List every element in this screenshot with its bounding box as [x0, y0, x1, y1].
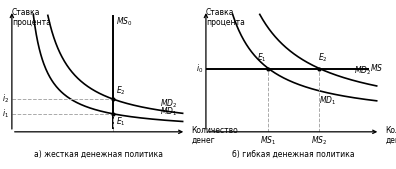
Text: Ставка
процента: Ставка процента	[206, 8, 245, 27]
Text: $MD_1$: $MD_1$	[160, 106, 177, 118]
Text: $MD_2$: $MD_2$	[354, 64, 371, 77]
Text: $MS_1$: $MS_1$	[260, 134, 277, 147]
Text: $MD_2$: $MD_2$	[160, 97, 177, 110]
Text: Количество
денег: Количество денег	[191, 126, 238, 145]
Text: $E_1$: $E_1$	[116, 115, 126, 127]
Text: $E_2$: $E_2$	[116, 85, 126, 97]
Text: $i_2$: $i_2$	[2, 93, 9, 105]
Text: $MS_0$: $MS_0$	[116, 15, 132, 28]
Text: а) жесткая денежная политика: а) жесткая денежная политика	[34, 150, 164, 159]
Text: $MD_1$: $MD_1$	[319, 94, 337, 107]
Text: Ставка
процента: Ставка процента	[12, 8, 51, 27]
Text: $i_0$: $i_0$	[196, 62, 203, 75]
Text: $E_1$: $E_1$	[257, 52, 267, 64]
Text: Количество
денег: Количество денег	[385, 126, 396, 145]
Text: $MS_2$: $MS_2$	[311, 134, 327, 147]
Text: б) гибкая денежная политика: б) гибкая денежная политика	[232, 150, 354, 159]
Text: $MS$: $MS$	[370, 62, 383, 74]
Text: $E_2$: $E_2$	[318, 52, 327, 64]
Text: $i_1$: $i_1$	[2, 107, 9, 120]
